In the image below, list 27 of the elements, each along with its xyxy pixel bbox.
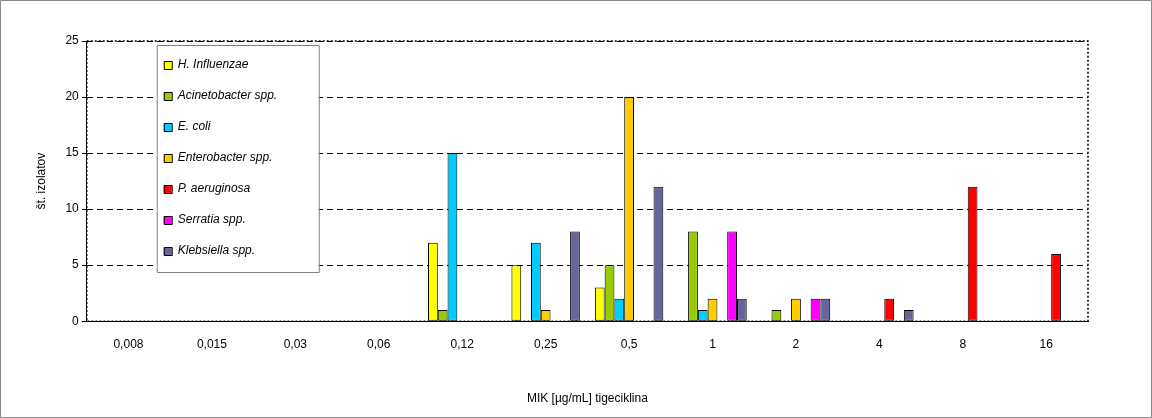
legend-label: P. aeruginosa [177, 181, 251, 196]
y-tick-label: 20 [65, 89, 80, 104]
x-tick-label: 8 [959, 336, 967, 351]
y-tick-label: 25 [65, 33, 80, 48]
x-tick-label: 2 [792, 336, 800, 351]
y-tick-label: 15 [65, 145, 80, 160]
x-tick-label: 0,5 [620, 336, 638, 351]
x-axis-title: MIK [µg/mL] tigeciklina [526, 391, 649, 406]
y-axis-title: št. izolatov [33, 152, 48, 210]
x-tick-label: 0,06 [367, 336, 391, 351]
y-tick-label: 0 [72, 313, 80, 328]
y-tick-label: 5 [72, 257, 80, 272]
legend-label: Acinetobacter spp. [176, 88, 278, 103]
legend-label: H. Influenzae [177, 57, 249, 72]
x-tick-label: 0,015 [196, 336, 228, 351]
legend-label: Serratia spp. [177, 212, 246, 227]
x-tick-label: 4 [876, 336, 884, 351]
legend-label: Enterobacter spp. [177, 150, 273, 165]
x-tick-label: 0,25 [533, 336, 558, 351]
legend-label: Klebsiella spp. [177, 243, 256, 258]
y-tick-label: 10 [65, 201, 80, 216]
x-tick-label: 16 [1039, 336, 1054, 351]
x-tick-label: 0,03 [283, 336, 308, 351]
x-tick-label: 0,12 [450, 336, 475, 351]
x-tick-label: 1 [709, 336, 717, 351]
x-tick-label: 0,008 [113, 336, 144, 351]
legend-label: E. coli [177, 119, 211, 134]
